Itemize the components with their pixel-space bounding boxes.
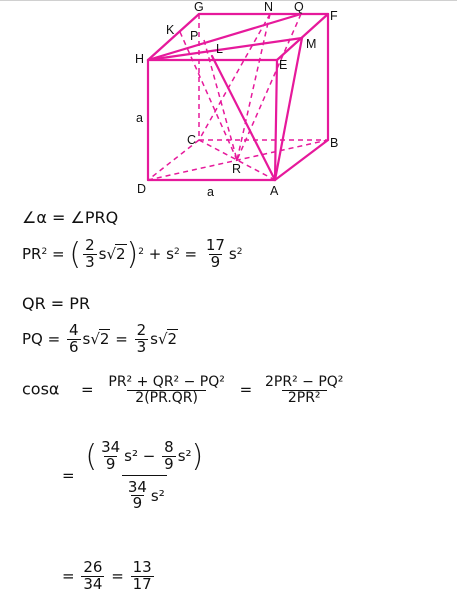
fraction-simplified: 2PR² − PQ² 2PR² [265,374,344,406]
eq-pr-squared: PR2 = (2 3 s√2)2 + s2 = 17 9 s2 [22,236,243,272]
label-L: L [216,42,223,56]
label-B: B [330,136,338,150]
line-DB [147,139,329,181]
label-P: P [190,29,198,43]
vertex-labels: G N Q F K P M H L E a C B R D a A [135,0,338,199]
pq-label: PQ = [22,329,61,348]
line-PR [203,39,238,161]
right-paren: ) [126,236,139,272]
left-paren: ( [69,236,82,272]
pr-exponent: 2 [41,246,48,257]
eq-angle-text: ∠α = ∠PRQ [22,208,119,227]
eq-cos-alpha: cosα = PR² + QR² − PQ² 2(PR.QR) = 2PR² − … [22,375,351,405]
fraction-26-34: 26 34 [81,558,105,593]
line-QR [236,13,302,161]
eq-qr-pr: QR = PR [22,294,90,313]
label-M: M [306,37,316,51]
line-HM [146,36,304,62]
equals-sign: = [51,244,65,263]
label-H: H [135,52,144,66]
edge-EA [273,58,279,182]
label-E: E [279,58,287,72]
eq-angle: ∠α = ∠PRQ [22,208,118,227]
edge-AB [273,138,330,182]
label-N: N [264,0,273,14]
label-a-side: a [136,111,143,125]
cube-figure: G N Q F K P M H L E a C B R D a A [135,0,338,199]
eq-pq: PQ = 4 6 s√2 = 2 3 s√2 [22,321,179,356]
eq-result: = 26 34 = 13 17 [62,558,154,593]
edge-CD [147,139,200,181]
fraction-cosine-rule: PR² + QR² − PQ² 2(PR.QR) [108,374,225,406]
cube-edges [146,12,330,182]
sqrt-two: √2 [106,243,127,263]
label-A: A [270,184,279,198]
label-F: F [330,9,338,23]
fraction-big: (34 9 s² − 8 9 s²) 34 9 s² [85,438,204,513]
cos-alpha-label: cosα [22,379,60,399]
line-LA [210,54,277,182]
fraction-13-17: 13 17 [130,558,154,593]
label-a-bottom: a [207,185,214,199]
edge-EF [275,12,330,62]
label-K: K [166,23,175,37]
label-D: D [137,182,146,196]
top-rule [0,0,457,1]
fraction-seventeen-ninths: 17 9 [205,236,225,271]
eq-substitution: = (34 9 s² − 8 9 s²) 34 9 s² [62,438,209,513]
eq-qr-pr-text: QR = PR [22,294,91,313]
label-G: G [194,0,204,14]
line-NC [198,13,271,141]
line-MA [273,36,304,182]
line-NR [236,13,271,161]
plus-s: + s [148,244,174,263]
paren-exponent: 2 [138,246,144,257]
hidden-edges [147,13,329,181]
label-R: R [232,162,241,176]
pr-label: PR [22,244,42,263]
label-Q: Q [294,0,304,14]
line-HQ [146,12,303,62]
label-C: C [187,133,196,147]
edge-HG [146,12,201,62]
